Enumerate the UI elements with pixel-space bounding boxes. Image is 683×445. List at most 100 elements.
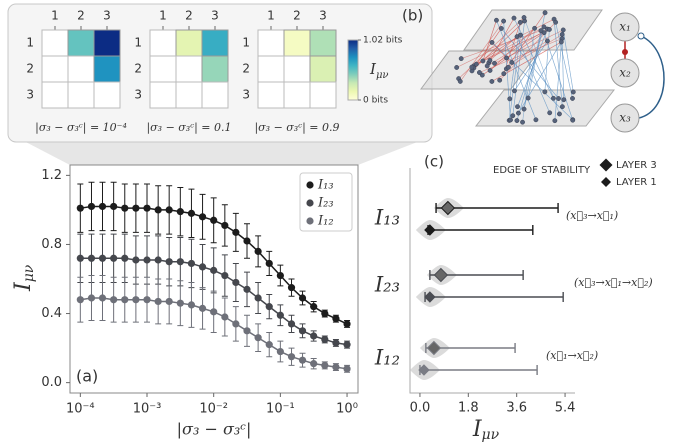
node [610, 12, 640, 42]
neuron [517, 19, 523, 25]
legend-box [299, 172, 353, 232]
neuron [514, 118, 520, 123]
point [343, 365, 351, 373]
neuron [570, 117, 576, 123]
red-link [460, 20, 504, 82]
neuron [533, 117, 539, 123]
point [232, 278, 240, 287]
red-link [489, 36, 518, 61]
heat-cell [93, 55, 121, 83]
heat-cell [67, 29, 95, 57]
x-axis-label: Iμν [472, 417, 500, 443]
point [98, 254, 107, 262]
x-axis-label: |σ₃ − σ₃ᶜ| [177, 420, 252, 439]
blue-link [554, 34, 563, 121]
blue-link [518, 41, 562, 114]
blue-link [555, 22, 573, 99]
point [276, 347, 284, 356]
col-label: 2 [185, 9, 193, 23]
point [198, 263, 207, 271]
panel-label: (b) [402, 7, 423, 25]
row-label: I₁₂ [374, 346, 400, 370]
point [287, 284, 296, 292]
point [76, 296, 84, 304]
point [332, 363, 340, 371]
x-tick-label: 10⁰ [336, 402, 358, 417]
x-tick-label: 1.8 [458, 401, 479, 416]
neuron [457, 78, 463, 84]
red-link [471, 20, 525, 72]
point [310, 303, 318, 311]
heatmap-caption: |σ₃ − σ₃ᶜ| = 0.9 [254, 121, 339, 135]
point [121, 204, 129, 212]
neuron [480, 58, 486, 64]
row-label: 1 [26, 36, 34, 50]
point [298, 356, 307, 364]
red-link [476, 29, 550, 65]
row-label: I₁₃ [374, 206, 400, 230]
neuron [521, 106, 527, 112]
point [76, 254, 84, 262]
blue-link [562, 29, 574, 93]
point [132, 256, 140, 264]
x-tick-label: 10⁻¹ [266, 402, 295, 417]
heat-cell [309, 55, 337, 83]
heat-cell [175, 29, 203, 57]
red-link [482, 20, 497, 62]
neuron [501, 18, 506, 24]
point [276, 271, 284, 280]
point [221, 221, 229, 230]
red-link [488, 17, 515, 63]
neuron [473, 61, 479, 67]
blue-link [561, 38, 565, 100]
point [110, 254, 118, 262]
row-label: I₂₃ [374, 273, 400, 297]
blue-link [514, 40, 548, 92]
neuron [487, 68, 493, 73]
neuron [547, 110, 553, 116]
blue-link [496, 20, 537, 120]
neuron [510, 113, 516, 119]
point [310, 332, 318, 340]
red-link [508, 34, 563, 68]
point [165, 206, 173, 214]
col-label: 2 [293, 9, 301, 23]
col-label: 1 [159, 9, 167, 23]
empty-cell [175, 81, 203, 109]
empty-cell [93, 81, 121, 109]
point [254, 294, 262, 302]
point [154, 297, 162, 306]
layer-plane [474, 89, 616, 127]
axes [409, 168, 575, 394]
mean-marker [424, 224, 436, 236]
mean-marker [440, 200, 456, 216]
point [187, 301, 196, 309]
heatmap-caption: |σ₃ − σ₃ᶜ| = 10⁻⁴ [35, 121, 127, 135]
legend-marker [306, 181, 314, 189]
blue-link [491, 42, 573, 120]
red-link [471, 20, 525, 72]
legend-title: EDGE OF STABILITY [493, 165, 591, 176]
neuron [525, 95, 531, 101]
colorbar [347, 39, 359, 101]
legend-label: LAYER 3 [616, 160, 657, 171]
neuron [561, 97, 567, 103]
y-axis-label-base: I [11, 281, 36, 292]
neuron [559, 104, 565, 110]
point [132, 296, 140, 304]
point [310, 360, 318, 368]
blue-link [561, 38, 565, 100]
red-link [489, 28, 535, 71]
network-illustration [420, 9, 616, 127]
red-link [491, 42, 507, 59]
point [265, 341, 273, 349]
point [321, 335, 329, 344]
neuron [542, 10, 548, 16]
neuron [521, 15, 527, 20]
neuron [552, 118, 558, 124]
point [198, 213, 207, 221]
blue-link [512, 20, 525, 116]
red-link [489, 36, 518, 61]
point [98, 202, 107, 211]
